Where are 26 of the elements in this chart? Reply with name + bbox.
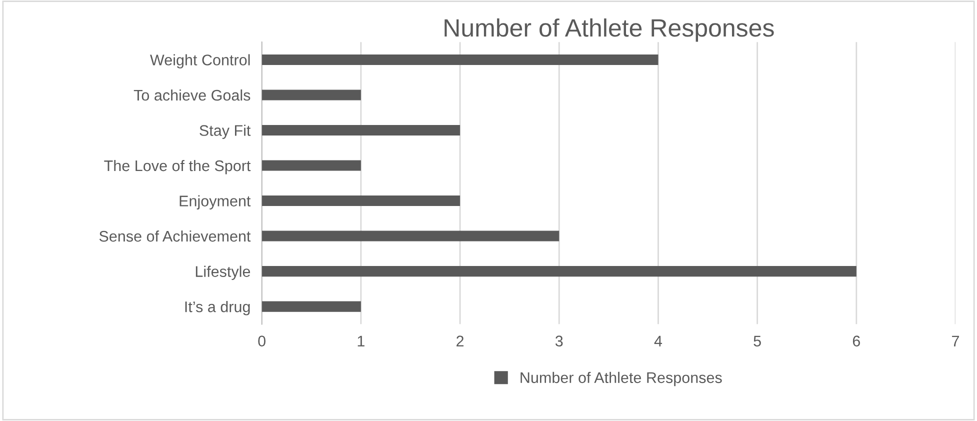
y-tick-label: Sense of Achievement — [99, 230, 251, 242]
bar — [262, 90, 361, 100]
y-tick-label: Weight Control — [150, 54, 250, 68]
bar — [262, 230, 560, 242]
x-tick-label: 2 — [456, 336, 464, 346]
bar — [262, 301, 361, 312]
bar — [262, 124, 460, 136]
x-tick-label: 0 — [258, 336, 266, 347]
x-tick-label: 7 — [952, 336, 959, 346]
y-tick-label: The Love of the Sport — [104, 160, 251, 174]
x-tick-label: 6 — [852, 336, 860, 347]
x-tick-label: 5 — [754, 336, 761, 347]
y-tick-label: To achieve Goals — [134, 89, 250, 101]
y-tick-label: Enjoyment — [180, 195, 251, 210]
y-tick-label: Lifestyle — [196, 266, 250, 280]
bar — [262, 266, 856, 277]
bar — [262, 160, 361, 171]
legend-label: Number of Athlete Responses — [520, 372, 722, 386]
chart-title: Number of Athlete Responses — [444, 18, 774, 42]
x-tick-label: 1 — [358, 336, 364, 346]
y-tick-label: It’s a drug — [185, 301, 250, 316]
x-tick-label: 3 — [555, 336, 563, 347]
bar — [262, 195, 460, 206]
x-tick-label: 4 — [654, 336, 662, 346]
y-tick-label: Stay Fit — [200, 124, 251, 139]
bar — [262, 54, 658, 66]
